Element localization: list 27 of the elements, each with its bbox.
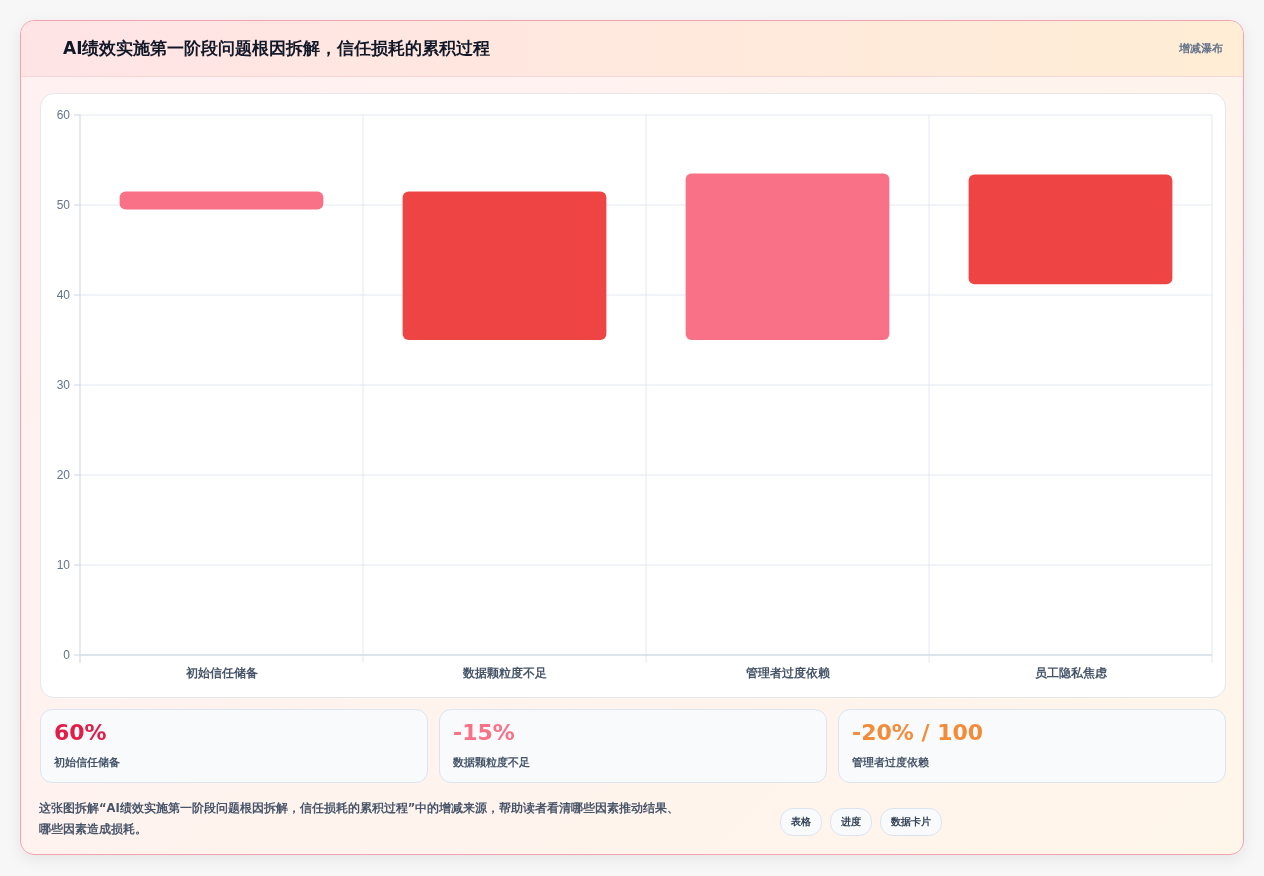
y-tick-label: 60 [56,108,71,122]
x-tick-label: 员工隐私焦虑 [1034,666,1108,680]
x-tick-label: 数据颗粒度不足 [461,666,547,680]
text: 60% [54,720,107,745]
text: 初始信任储备 [54,755,120,770]
chart-subtitle: 增减瀑布 [1179,41,1223,56]
text: -15% [453,720,515,745]
y-tick-label: 20 [56,468,71,482]
y-tick-label: 40 [56,288,71,302]
y-tick-label: 30 [56,378,71,392]
bar [685,173,890,340]
text: 管理者过度依赖 [852,755,929,770]
chart-title: AI绩效实施第一阶段问题根因拆解，信任损耗的累积过程 [63,37,491,60]
y-tick-label: 0 [63,648,71,662]
text: 数据卡片 [880,808,942,836]
bar [402,191,607,340]
text: 表格 [780,808,822,836]
bar [119,191,324,210]
y-tick-label: 50 [56,198,71,212]
text: 这张图拆解“AI绩效实施第一阶段问题根因拆解，信任损耗的累积过程”中的增减来源，帮助读者看清哪些因素推动结果、哪些因素造成损耗。 [39,800,681,838]
text: -20% / 100 [852,720,984,745]
y-tick-label: 10 [56,558,71,572]
bar [968,174,1173,285]
text: 数据颗粒度不足 [453,755,530,770]
x-tick-label: 初始信任储备 [184,666,258,680]
text: 进度 [830,808,872,836]
x-tick-label: 管理者过度依赖 [744,666,831,680]
